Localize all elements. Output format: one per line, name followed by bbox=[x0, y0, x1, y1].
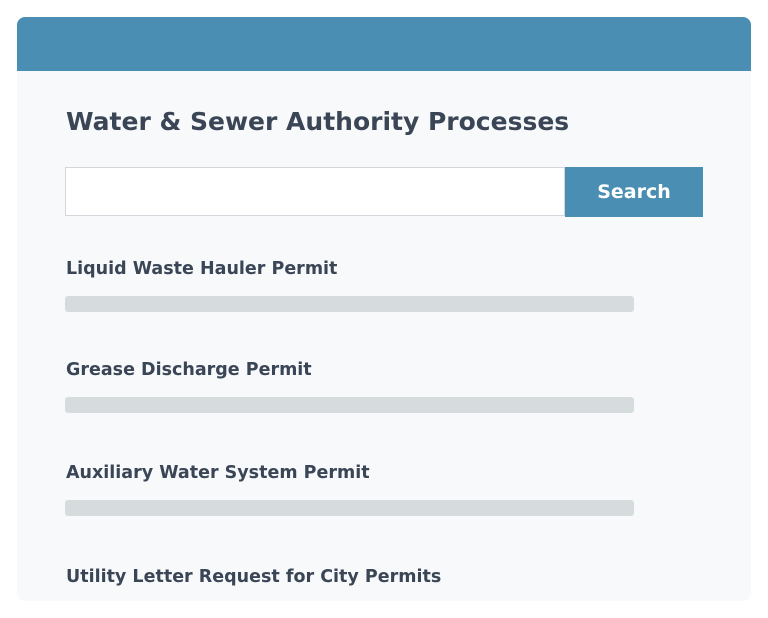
list-item[interactable]: Grease Discharge Permit bbox=[66, 360, 312, 380]
placeholder-line bbox=[65, 500, 634, 516]
list-item[interactable]: Auxiliary Water System Permit bbox=[66, 463, 370, 483]
list-item[interactable]: Utility Letter Request for City Permits bbox=[66, 567, 442, 587]
page-title: Water & Sewer Authority Processes bbox=[66, 107, 570, 136]
processes-card: Water & Sewer Authority Processes Search… bbox=[17, 17, 751, 601]
placeholder-line bbox=[65, 397, 634, 413]
search-input[interactable] bbox=[65, 167, 565, 216]
list-item[interactable]: Liquid Waste Hauler Permit bbox=[66, 259, 338, 279]
search-button[interactable]: Search bbox=[565, 167, 703, 217]
placeholder-line bbox=[65, 296, 634, 312]
header-bar bbox=[17, 17, 751, 71]
